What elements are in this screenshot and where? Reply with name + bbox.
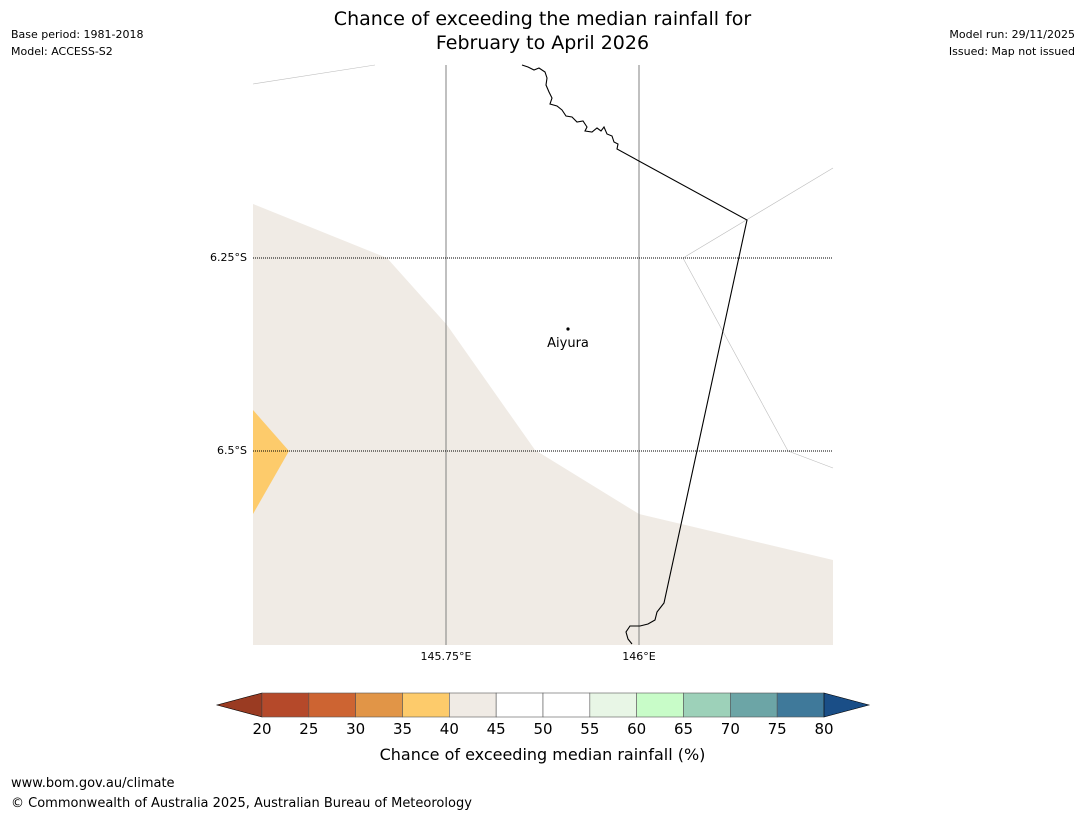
colorbar-segment [355,692,403,718]
colorbar-segment [730,692,778,718]
colorbar-segment [308,692,356,718]
colorbar-tick-label: 50 [533,720,553,738]
colorbar-segment [776,692,825,718]
region-40-45 [253,204,833,645]
colorbar-tick-label: 65 [673,720,694,738]
colorbar-segment [495,692,544,718]
aiyura-marker [566,327,570,331]
colorbar-tick-label: 70 [720,720,740,738]
colorbar-under-arrow [215,692,263,718]
colorbar-tick-label: 30 [346,720,366,738]
place-label-aiyura: Aiyura [547,336,589,351]
lon-label-146e: 146°E [622,650,656,663]
latitude-gridlines [253,257,833,452]
colorbar-tick-label: 55 [580,720,600,738]
footer-copyright: © Commonwealth of Australia 2025, Austra… [11,796,472,811]
colorbar-segment [542,692,591,718]
colorbar-tick-label: 20 [252,720,272,738]
colorbar-over-arrow [823,692,871,718]
map-title-line1: Chance of exceeding the median rainfall … [333,8,752,30]
meta-left: Base period: 1981-2018 Model: ACCESS-S2 [11,26,143,60]
lat-label-6-25s: 6.25°S [210,251,247,264]
colorbar-tick-label: 80 [814,720,834,738]
colorbar-segment [589,692,637,718]
colorbar-tick-label: 35 [392,720,413,738]
colorbar-segments [215,692,871,718]
coastline-border [521,64,748,645]
faint-boundaries [252,64,834,469]
meta-right: Model run: 29/11/2025 Issued: Map not is… [949,26,1075,60]
colorbar-segment [449,692,497,718]
colorbar-tick-label: 60 [627,720,647,738]
base-period: Base period: 1981-2018 [11,28,144,41]
colorbar-segment [683,692,731,718]
footer-url[interactable]: www.bom.gov.au/climate [11,776,175,791]
map-title: Chance of exceeding the median rainfall … [0,7,1085,55]
colorbar-tick-label: 25 [299,720,319,738]
colorbar-segment [402,692,450,718]
colorbar-segment [636,692,684,718]
model-name: Model: ACCESS-S2 [11,45,113,58]
lon-label-145-75e: 145.75°E [420,650,472,663]
colorbar-segment [261,692,310,718]
map-title-line2: February to April 2026 [435,32,650,54]
colorbar-tick-label: 75 [767,720,787,738]
colorbar-tick-label: 45 [486,720,506,738]
colorbar-title: Chance of exceeding median rainfall (%) [379,745,706,764]
model-run: Model run: 29/11/2025 [949,28,1075,41]
region-35-40 [253,410,289,514]
lat-label-6-5s: 6.5°S [217,444,247,457]
issued-status: Issued: Map not issued [948,45,1075,58]
colorbar-tick-label: 40 [439,720,459,738]
longitude-gridlines [445,65,640,645]
